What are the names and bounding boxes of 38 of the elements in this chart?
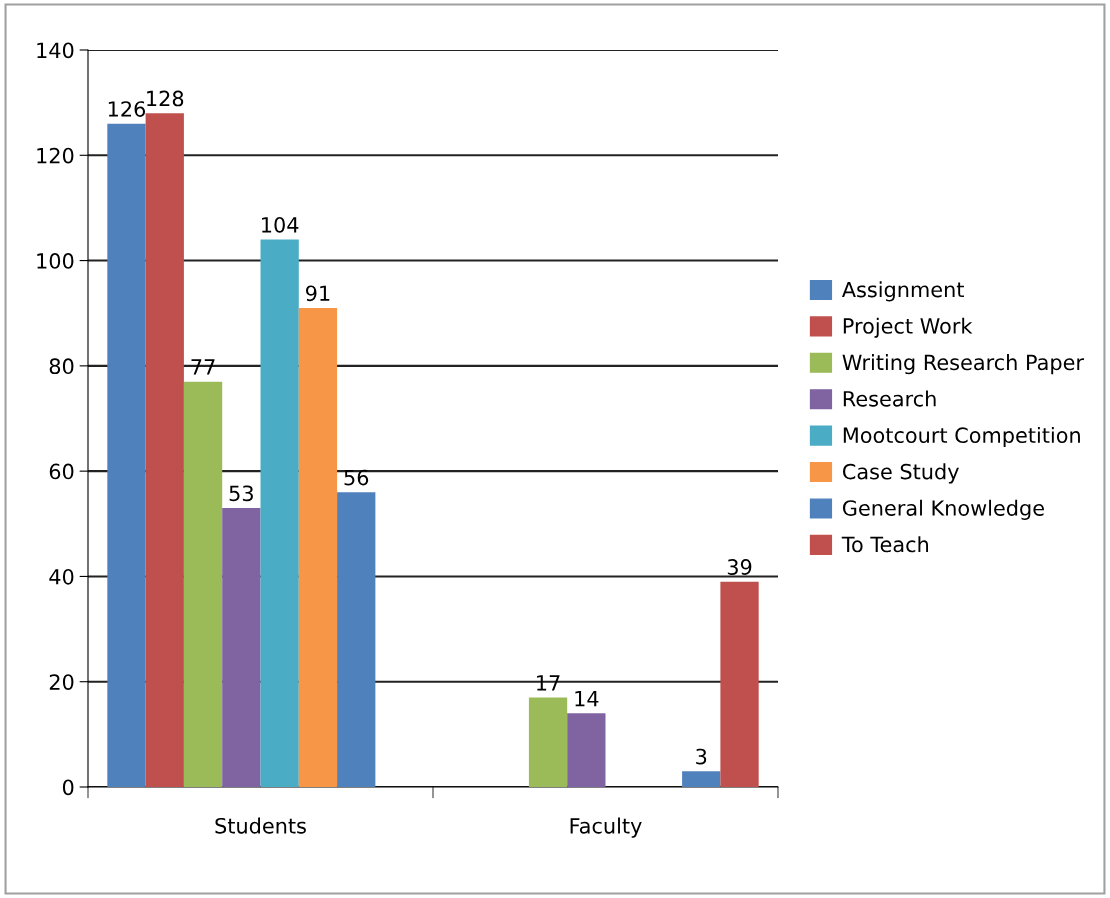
bar [260, 239, 299, 787]
legend-label: Mootcourt Competition [843, 426, 1080, 448]
legend-label: Assignment [841, 281, 964, 302]
data-label: 53 [229, 485, 253, 502]
bar [720, 581, 759, 787]
y-tick-label: 20 [49, 674, 74, 690]
y-tick-label: 120 [37, 147, 74, 164]
data-label: 39 [727, 559, 752, 575]
bar [337, 492, 376, 787]
y-tick-label: 80 [49, 358, 74, 375]
data-label: 104 [262, 216, 299, 233]
y-tick-label: 60 [49, 463, 74, 480]
y-tick-label: 100 [37, 253, 74, 269]
legend-label: Research [843, 390, 936, 407]
bar [298, 307, 338, 787]
bar [567, 713, 606, 787]
data-label: 3 [696, 748, 707, 765]
legend-label: Project Work [843, 317, 973, 338]
bar [222, 507, 261, 787]
y-tick-label: 40 [49, 568, 74, 585]
data-label: 14 [575, 691, 599, 707]
bar [145, 113, 184, 787]
y-tick-label: 0 [62, 779, 74, 796]
data-label: 126 [108, 101, 146, 117]
data-label: 91 [306, 285, 330, 302]
y-tick-label: 140 [37, 42, 74, 59]
legend-label: To Teach [841, 536, 929, 553]
data-label: 128 [147, 90, 184, 107]
x-tick-label: Faculty [570, 817, 642, 838]
bar [107, 123, 146, 787]
legend-label: Writing Research Paper [842, 354, 1084, 375]
x-tick-label: Students [215, 817, 306, 834]
legend-label: General Knowledge [842, 499, 1044, 520]
bar [528, 697, 568, 787]
bar [183, 381, 223, 787]
legend-label: Case Study [842, 463, 959, 484]
bar [682, 771, 721, 787]
data-label: 56 [344, 469, 369, 486]
